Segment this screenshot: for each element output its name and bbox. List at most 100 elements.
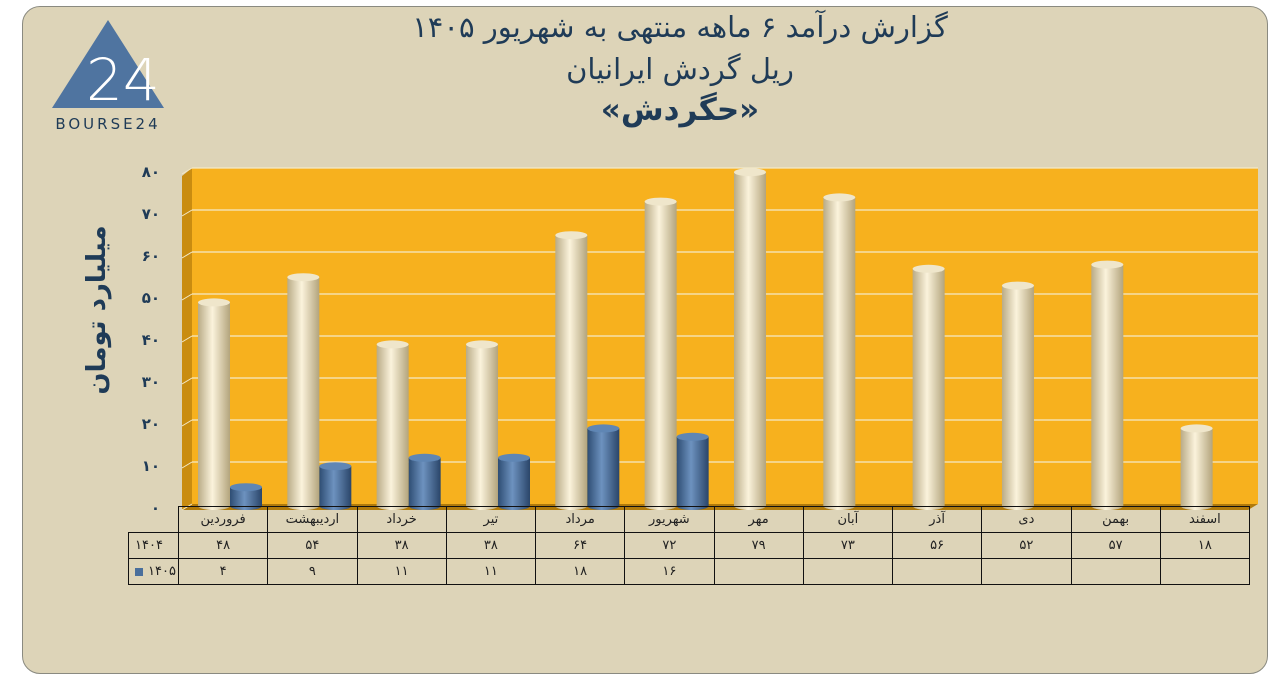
category-label: اردیبهشت	[267, 506, 358, 533]
gridline-side	[181, 461, 193, 469]
data-label-1404: ۵۴	[267, 532, 358, 559]
table-corner	[128, 506, 179, 533]
table-header-row: فروردین اردیبهشت خرداد تیر مرداد شهریور مهر آبا…	[128, 506, 1251, 533]
chart-subtitle-symbol: «حگردش»	[600, 92, 760, 128]
category-label: مهر	[713, 506, 804, 533]
table-row-1404: ۱۴۰۴ ۴۸ ۵۴ ۳۸ ۳۸ ۶۴ ۷۲ ۷۹ ۷۳ ۵۶ ۵۲ ۵۷ ۱۸	[128, 532, 1251, 559]
legend-label-1405: ۱۴۰۵	[148, 564, 176, 579]
gridline-side	[181, 209, 193, 217]
logo-text: BOURSE24	[55, 115, 161, 133]
data-label-1405	[1070, 558, 1161, 585]
data-label-1404: ۷۹	[713, 532, 804, 559]
data-label-1404: ۵۶	[891, 532, 983, 559]
gridline-side	[181, 377, 193, 385]
bar-1404-top	[555, 231, 588, 240]
y-tick-label: ۸۰	[142, 163, 160, 181]
chart-title: گزارش درآمد ۶ ماهه منتهی به شهریور ۱۴۰۵	[412, 10, 948, 44]
bar-1404-top	[287, 273, 320, 282]
bar-1404	[733, 172, 766, 506]
bar-1404-top	[198, 298, 230, 307]
bar-1404	[287, 277, 320, 506]
bar-1405	[676, 436, 709, 506]
bar-1404-top	[465, 340, 498, 349]
bar-1405	[230, 487, 262, 506]
bar-1404	[1001, 285, 1034, 506]
category-label: مرداد	[534, 506, 626, 533]
gridline-side	[181, 251, 193, 259]
category-label: آبان	[802, 506, 894, 533]
y-tick-label: ۷۰	[142, 205, 160, 223]
bar-1404	[465, 344, 498, 506]
bar-1404-top	[1180, 424, 1213, 433]
bar-1404-top	[912, 264, 945, 273]
data-label-1404: ۷۲	[624, 532, 715, 559]
bar-1404	[823, 197, 856, 506]
bar-1404	[1091, 264, 1124, 506]
bourse24-logo: 24	[52, 20, 164, 114]
data-label-1405: ۱۸	[534, 558, 626, 585]
bar-1405	[408, 457, 441, 506]
bar-1405	[587, 428, 620, 506]
bar-1404-top	[1001, 281, 1034, 290]
logo-mark: 24	[86, 46, 160, 114]
data-label-1404: ۷۳	[802, 532, 894, 559]
bar-1405-top	[408, 453, 441, 462]
data-label-1405	[713, 558, 804, 585]
bar-1404-top	[733, 168, 766, 177]
data-label-1404: ۳۸	[445, 532, 537, 559]
category-label: بهمن	[1070, 506, 1161, 533]
bar-1405-top	[230, 483, 262, 492]
y-tick-label: ۱۰	[142, 457, 160, 475]
category-label: شهریور	[624, 506, 715, 533]
bar-1404-top	[644, 197, 677, 206]
gridline-side	[181, 167, 193, 175]
logo-triangle	[52, 20, 164, 108]
bar-1405-top	[497, 453, 530, 462]
category-label: فروردین	[177, 506, 269, 533]
legend-entry-1405: ۱۴۰۵	[128, 558, 179, 585]
data-table: فروردین اردیبهشت خرداد تیر مرداد شهریور مهر آبا…	[128, 506, 1251, 585]
gridline-side	[181, 419, 193, 427]
data-label-1405: ۹	[267, 558, 358, 585]
data-label-1404: ۵۲	[981, 532, 1072, 559]
data-label-1405	[981, 558, 1072, 585]
category-label: آذر	[891, 506, 983, 533]
data-label-1405	[802, 558, 894, 585]
bar-1404-top	[376, 340, 409, 349]
gridline-side	[181, 335, 193, 343]
y-tick-label: ۶۰	[142, 247, 160, 265]
bar-1404	[644, 201, 677, 506]
data-label-1404: ۵۷	[1070, 532, 1161, 559]
bar-1404	[376, 344, 409, 506]
table-row-1405: ۱۴۰۵ ۴ ۹ ۱۱ ۱۱ ۱۸ ۱۶	[128, 558, 1251, 585]
bar-1405	[497, 457, 530, 506]
data-label-1405: ۱۱	[445, 558, 537, 585]
category-label: تیر	[445, 506, 537, 533]
category-label: اسفند	[1159, 506, 1251, 533]
legend-entry-1404: ۱۴۰۴	[128, 532, 179, 559]
category-label: خرداد	[356, 506, 447, 533]
bar-1405-top	[587, 424, 620, 433]
y-tick-label: ۴۰	[142, 331, 160, 349]
bar-1405	[319, 466, 352, 506]
data-label-1405: ۴	[177, 558, 269, 585]
data-label-1405: ۱۶	[624, 558, 715, 585]
data-label-1404: ۳۸	[356, 532, 447, 559]
bar-1405-top	[676, 432, 709, 441]
legend-swatch-1405	[135, 567, 143, 576]
data-label-1404: ۶۴	[534, 532, 626, 559]
bar-1404-top	[1091, 260, 1124, 269]
data-label-1405: ۱۱	[356, 558, 447, 585]
bar-1404	[912, 268, 945, 506]
category-label: دی	[981, 506, 1072, 533]
bar-1404-top	[823, 193, 856, 202]
gridline-side	[181, 293, 193, 301]
data-label-1404: ۱۸	[1159, 532, 1251, 559]
chart-subtitle: ریل گردش ایرانیان	[566, 52, 794, 86]
bar-1404	[1180, 428, 1213, 506]
y-tick-label: ۲۰	[142, 415, 160, 433]
data-label-1404: ۴۸	[177, 532, 269, 559]
data-label-1405	[1159, 558, 1251, 585]
bar-1404	[555, 235, 588, 506]
